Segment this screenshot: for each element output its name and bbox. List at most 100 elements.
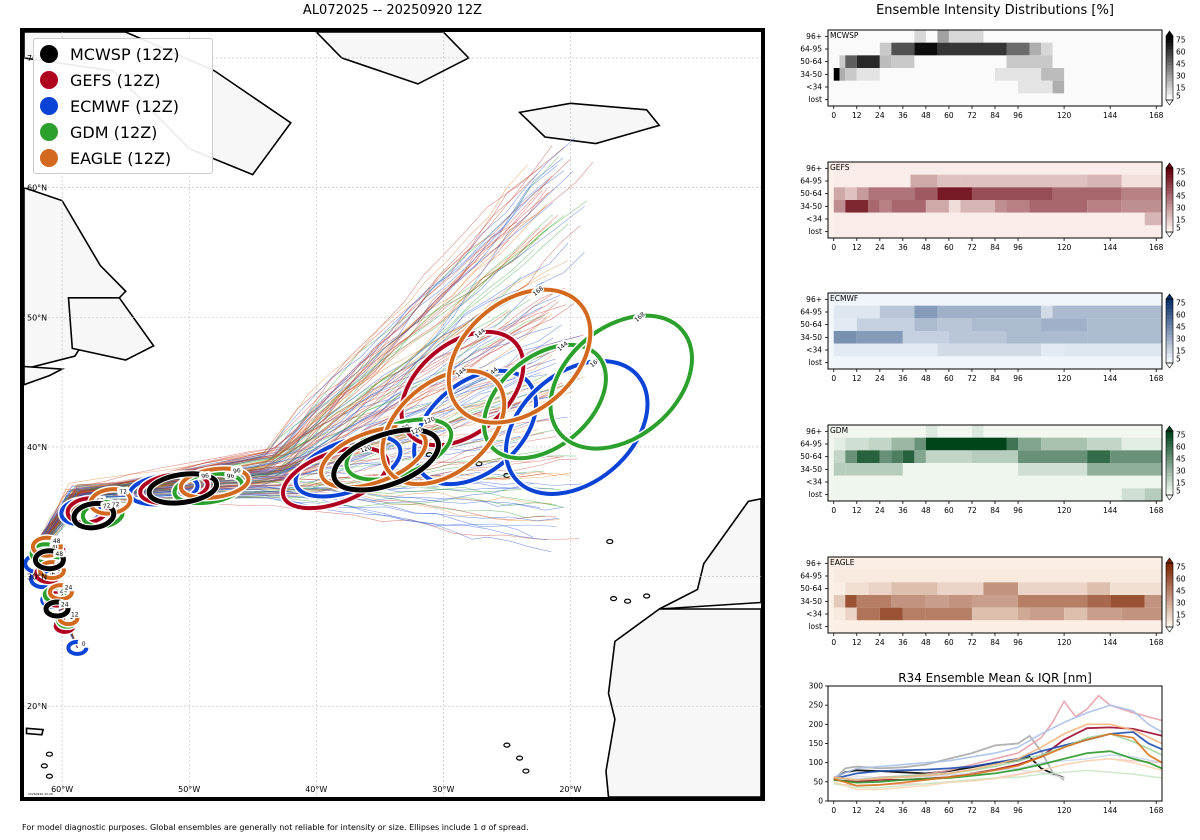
ellipse-ring	[71, 500, 117, 531]
legend-marker	[40, 45, 58, 63]
heatmap-cell	[1144, 595, 1162, 608]
heatmap-cell	[833, 174, 911, 188]
x-tick-label: 72	[967, 506, 977, 515]
x-tick-label: 0	[831, 506, 836, 515]
island-8	[522, 768, 530, 774]
heatmap-cell	[833, 569, 1162, 583]
heatmap-cell	[948, 331, 1007, 344]
heatmap-cell	[925, 425, 938, 438]
colorbar-label: 5	[1176, 224, 1181, 233]
legend-marker	[40, 97, 58, 115]
heatmap-cell	[1029, 607, 1065, 621]
colorbar-label: 15	[1176, 611, 1186, 620]
heatmap-cell	[960, 174, 1088, 188]
heatmap-cell	[925, 437, 1007, 451]
x-tick-label: 96	[1013, 243, 1023, 252]
x-tick-label: 72	[967, 806, 977, 815]
x-tick-label: 144	[1103, 243, 1118, 252]
colorbar-step	[1166, 318, 1173, 322]
heatmap-cell	[1121, 174, 1162, 188]
x-tick-label: 24	[875, 806, 885, 815]
footnote: For model diagnostic purposes. Global en…	[22, 823, 529, 832]
row-label: 96+	[806, 427, 822, 436]
x-tick-label: 0	[831, 638, 836, 647]
colorbar-step	[1166, 575, 1173, 580]
heatmap-cell	[1018, 582, 1088, 595]
colorbar-step	[1166, 61, 1173, 66]
heatmap-cell	[833, 595, 846, 608]
ensemble-tracks	[31, 137, 594, 649]
x-tick-label: 84	[990, 638, 1000, 647]
heatmap-cell	[1121, 187, 1162, 200]
lon-label: 60°W	[51, 785, 73, 794]
r34-series-line	[833, 723, 1163, 781]
colorbar-step	[1166, 623, 1173, 628]
heatmap-cell	[937, 174, 961, 188]
colorbar-step	[1166, 582, 1173, 586]
colorbar-step	[1166, 222, 1173, 227]
y-tick-label: 300	[809, 682, 824, 691]
colorbar-label: 75	[1176, 299, 1186, 308]
colorbar-step	[1166, 212, 1173, 217]
heatmap-cell	[925, 200, 949, 213]
newfoundland	[67, 297, 155, 361]
colorbar-label: 5	[1176, 487, 1181, 496]
colorbar-step	[1166, 74, 1173, 79]
colorbar-step	[1166, 168, 1173, 172]
colorbar-step	[1166, 466, 1173, 470]
heatmap-cell	[971, 187, 1053, 200]
legend-marker	[40, 149, 58, 167]
colorbar-step	[1166, 200, 1173, 204]
heatmap-cell	[1041, 318, 1088, 331]
x-tick-label: 48	[921, 638, 931, 647]
heatmap-cell	[937, 318, 972, 331]
heatmap-cell	[914, 42, 938, 56]
colorbar-extend-top	[1165, 425, 1174, 432]
heatmap-cell	[833, 305, 880, 319]
heatmap-cell	[879, 305, 915, 319]
heatmap-cell	[937, 582, 984, 595]
x-tick-label: 12	[852, 111, 862, 120]
island-6	[643, 593, 651, 599]
heatmap-cell	[1041, 343, 1065, 357]
legend-label: GEFS (12Z)	[70, 70, 161, 90]
colorbar-step	[1166, 569, 1173, 574]
colorbar-step	[1166, 327, 1173, 332]
heatmap-cell	[902, 331, 949, 344]
x-tick-label: 60	[944, 506, 954, 515]
hour-label: 12	[71, 611, 79, 618]
colorbar-step	[1166, 80, 1173, 85]
heatmap-cell	[948, 30, 984, 43]
legend-marker	[40, 71, 58, 89]
heatmap-cell	[1018, 607, 1030, 621]
x-tick-label: 168	[1149, 243, 1164, 252]
colorbar-step	[1166, 572, 1173, 577]
heatmap-cell	[1052, 305, 1162, 319]
colorbar-step	[1166, 48, 1173, 53]
x-tick-label: 36	[898, 374, 908, 383]
colorbar-label: 60	[1176, 48, 1186, 57]
heatmap-cell	[1018, 463, 1088, 476]
x-tick-label: 72	[967, 111, 977, 120]
hour-label-bg	[633, 310, 646, 323]
heatmap-cell	[1041, 305, 1053, 319]
colorbar-step	[1166, 431, 1173, 435]
colorbar-step	[1166, 585, 1173, 590]
colorbar-step	[1166, 566, 1173, 570]
hour-label: 96	[233, 467, 242, 475]
hour-label-bg	[68, 609, 81, 618]
row-label: 50-64	[800, 320, 822, 329]
render-stamp: 20250920 22:26	[28, 792, 53, 796]
ellipse-ring	[146, 471, 220, 506]
heatmap-cell	[879, 450, 892, 463]
ellipse-ring	[66, 639, 89, 656]
hour-label-bg	[62, 583, 75, 592]
island-13	[45, 773, 54, 779]
heatmap-cell	[891, 582, 938, 595]
x-tick-label: 24	[875, 506, 885, 515]
heatmap-cell	[845, 187, 857, 200]
panel-name: GDM	[830, 426, 848, 435]
r34-series-line	[833, 769, 1163, 789]
colorbar-label: 45	[1176, 455, 1186, 464]
x-tick-label: 168	[1149, 374, 1164, 383]
